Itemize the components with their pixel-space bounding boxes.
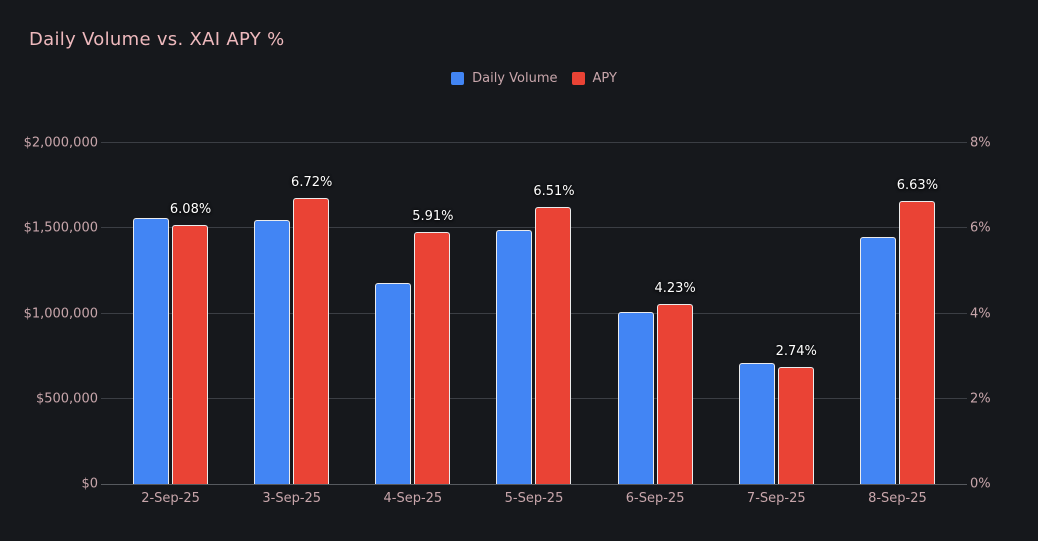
gridline [101, 227, 967, 229]
chart-legend: Daily Volume APY [110, 71, 958, 86]
apy-data-label: 5.91% [412, 209, 454, 225]
bar-group: 6.08% [110, 143, 231, 484]
apy-data-label: 4.23% [654, 280, 696, 296]
daily-volume-bar[interactable] [617, 311, 654, 484]
left-axis-tick-label: $1,000,000 [23, 306, 98, 321]
apy-bar[interactable] [293, 197, 330, 484]
x-axis-tick-label: 8-Sep-25 [868, 491, 927, 506]
plot-area: $0 0% $500,000 2% $1,000,000 4% $1,500,000 6% $2… [24, 136, 991, 492]
gridline [101, 312, 967, 314]
legend-label: Daily Volume [472, 71, 558, 86]
daily-volume-bar[interactable] [738, 362, 775, 484]
apy-data-label: 2.74% [775, 344, 817, 360]
daily-volume-bar[interactable] [375, 282, 412, 484]
apy-bar[interactable] [777, 367, 814, 484]
daily-volume-bar[interactable] [496, 230, 533, 484]
x-axis-line [101, 484, 967, 485]
x-axis-tick-label: 4-Sep-25 [383, 491, 443, 506]
x-axis-tick-label: 2-Sep-25 [141, 491, 200, 506]
bar-group: 6.63% [837, 143, 958, 484]
bar-group: 4.23% [595, 143, 716, 484]
x-axis-tick-label: 7-Sep-25 [746, 491, 806, 506]
apy-bar[interactable] [656, 303, 693, 484]
left-axis-tick-label: $1,500,000 [23, 220, 98, 236]
right-axis-tick-label: 8% [970, 135, 991, 151]
left-axis-tick-label: $2,000,000 [23, 135, 98, 151]
left-axis-tick-label: $500,000 [35, 391, 98, 407]
daily-volume-bar[interactable] [133, 218, 170, 484]
right-axis-tick-label: 6% [970, 220, 991, 236]
x-axis-tick-label: 5-Sep-25 [504, 491, 564, 506]
bars-row: 6.08% 6.72% 5.91% 6.51% 4.23% 2.74% 6.63% [110, 143, 958, 484]
legend-item-apy[interactable]: APY [571, 71, 617, 86]
apy-data-label: 6.72% [291, 174, 333, 190]
apy-data-label: 6.08% [169, 201, 212, 217]
gridline [101, 142, 967, 143]
legend-item-daily-volume[interactable]: Daily Volume [451, 71, 558, 86]
right-axis-tick-label: 0% [970, 476, 991, 492]
apy-bar[interactable] [898, 201, 935, 484]
apy-data-label: 6.63% [896, 178, 939, 194]
bar-group: 2.74% [716, 143, 837, 484]
apy-bar[interactable] [535, 206, 572, 484]
daily-volume-bar[interactable] [859, 236, 896, 484]
gridline [101, 397, 967, 399]
right-axis-tick-label: 2% [970, 391, 991, 407]
legend-label: APY [592, 71, 617, 86]
right-axis-tick-label: 4% [970, 306, 991, 321]
apy-swatch-icon [571, 72, 585, 85]
chart-title: Daily Volume vs. XAI APY % [29, 29, 285, 50]
bar-group: 6.72% [231, 143, 352, 484]
daily-volume-swatch-icon [451, 72, 465, 85]
x-axis-labels: 2-Sep-25 3-Sep-25 4-Sep-25 5-Sep-25 6-Sep-25… [110, 491, 958, 506]
bar-group: 5.91% [352, 143, 473, 484]
apy-data-label: 6.51% [533, 183, 575, 199]
apy-bar[interactable] [414, 232, 451, 484]
apy-bar[interactable] [172, 224, 209, 484]
bar-group: 6.51% [473, 143, 594, 484]
daily-volume-bar[interactable] [254, 219, 291, 484]
x-axis-tick-label: 6-Sep-25 [625, 491, 685, 506]
x-axis-tick-label: 3-Sep-25 [262, 491, 322, 506]
left-axis-tick-label: $0 [81, 476, 98, 492]
